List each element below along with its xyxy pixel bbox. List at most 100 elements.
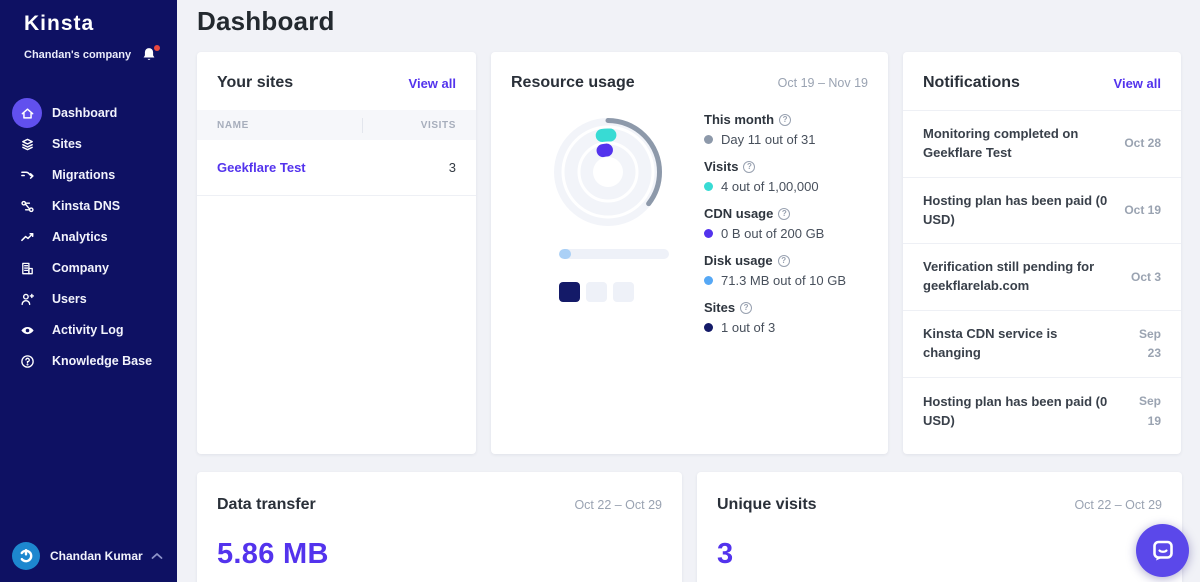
sidebar-item-company[interactable]: Company	[0, 253, 177, 283]
list-item[interactable]: Kinsta CDN service is changing Sep 23	[903, 310, 1181, 377]
legend-label: This month	[704, 112, 775, 127]
sidebar-item-sites[interactable]: Sites	[0, 129, 177, 159]
legend-label: Disk usage	[704, 253, 773, 268]
user-name: Chandan Kumar	[50, 549, 143, 563]
eye-icon	[12, 315, 42, 345]
cdn-usage-arc	[579, 143, 637, 201]
resource-usage-charts	[491, 112, 704, 347]
month-progress-arc	[554, 118, 662, 226]
sidebar-item-dashboard[interactable]: Dashboard	[0, 98, 177, 128]
help-icon[interactable]: ?	[743, 160, 756, 173]
unique-visits-card: Unique visits Oct 22 – Oct 29 3	[697, 472, 1182, 582]
top-cards-row: Your sites View all Name Visits Geekflar…	[197, 52, 1182, 454]
notification-date: Sep 23	[1138, 327, 1161, 361]
table-row[interactable]: Geekflare Test 3	[197, 140, 476, 196]
sidebar-item-label: Kinsta DNS	[52, 199, 121, 213]
legend-dot	[704, 323, 713, 332]
building-icon	[12, 253, 42, 283]
bell-badge	[154, 45, 160, 51]
site-square-free	[613, 282, 634, 302]
sidebar-item-migrations[interactable]: Migrations	[0, 160, 177, 190]
notifications-bell-icon[interactable]	[141, 45, 160, 64]
unique-visits-value: 3	[717, 538, 734, 570]
sidebar-item-label: Migrations	[52, 168, 116, 182]
resource-usage-date-range: Oct 19 – Nov 19	[777, 76, 868, 90]
help-icon[interactable]: ?	[779, 113, 792, 126]
chat-bubble-icon	[1152, 540, 1173, 560]
home-icon	[12, 98, 42, 128]
help-icon[interactable]: ?	[777, 254, 790, 267]
chevron-up-icon	[151, 547, 163, 565]
visits-arc	[564, 128, 652, 216]
user-plus-icon	[12, 284, 42, 314]
sidebar-item-knowledge-base[interactable]: Knowledge Base	[0, 346, 177, 376]
chat-widget-button[interactable]	[1136, 524, 1189, 577]
column-header-visits: Visits	[361, 117, 456, 133]
help-icon[interactable]: ?	[740, 301, 753, 314]
legend-item-visits: Visits ? 4 out of 1,00,000	[704, 159, 846, 194]
disk-usage-bar-fill	[559, 249, 571, 259]
main-content: Dashboard Your sites View all Name Visit…	[177, 0, 1200, 582]
notification-text: Monitoring completed on Geekflare Test	[923, 126, 1079, 160]
notification-date: Sep 19	[1138, 394, 1161, 428]
company-row: Chandan's company	[0, 36, 177, 64]
resource-usage-legend: This month ? Day 11 out of 31 Visits ?	[704, 112, 846, 347]
resource-usage-title: Resource usage	[511, 74, 635, 91]
site-name-link[interactable]: Geekflare Test	[217, 160, 306, 175]
data-transfer-value: 5.86 MB	[217, 538, 329, 570]
notification-text: Verification still pending for geekflare…	[923, 259, 1095, 294]
list-item[interactable]: Hosting plan has been paid (0 USD) Sep 1…	[903, 377, 1181, 444]
notification-text: Hosting plan has been paid (0 USD)	[923, 192, 1108, 227]
legend-dot	[704, 276, 713, 285]
unique-visits-date-range: Oct 22 – Oct 29	[1074, 498, 1162, 512]
your-sites-title: Your sites	[217, 74, 294, 91]
sites-usage-squares	[559, 282, 704, 302]
usage-donut-chart	[554, 118, 662, 226]
data-transfer-date-range: Oct 22 – Oct 29	[574, 498, 662, 512]
question-circle-icon	[12, 346, 42, 376]
layers-icon	[12, 129, 42, 159]
notification-date: Oct 28	[1124, 136, 1161, 151]
help-icon[interactable]: ?	[778, 207, 791, 220]
legend-dot	[704, 135, 713, 144]
your-sites-view-all-link[interactable]: View all	[408, 75, 456, 91]
notifications-title: Notifications	[923, 74, 1020, 91]
legend-item-this-month: This month ? Day 11 out of 31	[704, 112, 846, 147]
sidebar-item-label: Knowledge Base	[52, 354, 153, 368]
sidebar-item-label: Analytics	[52, 230, 108, 244]
notifications-card: Notifications View all Monitoring comple…	[903, 52, 1181, 454]
list-item[interactable]: Hosting plan has been paid (0 USD) Oct 1…	[903, 176, 1181, 244]
resource-usage-card: Resource usage Oct 19 – Nov 19	[491, 52, 888, 454]
bottom-cards-row: Data transfer Oct 22 – Oct 29 5.86 MB Un…	[197, 472, 1182, 582]
disk-usage-bar	[559, 249, 669, 259]
legend-label: Sites	[704, 300, 736, 315]
notification-text: Kinsta CDN service is changing	[923, 326, 1058, 361]
list-item[interactable]: Verification still pending for geekflare…	[903, 243, 1181, 310]
legend-value: 4 out of 1,00,000	[721, 179, 819, 194]
data-transfer-card: Data transfer Oct 22 – Oct 29 5.86 MB	[197, 472, 682, 582]
notification-date: Oct 3	[1130, 269, 1161, 284]
trending-up-icon	[12, 222, 42, 252]
sidebar-item-users[interactable]: Users	[0, 284, 177, 314]
sidebar-item-kinsta-dns[interactable]: Kinsta DNS	[0, 191, 177, 221]
sidebar-item-label: Users	[52, 292, 87, 306]
legend-value: 1 out of 3	[721, 320, 776, 335]
legend-item-disk-usage: Disk usage ? 71.3 MB out of 10 GB	[704, 253, 846, 288]
sidebar-item-label: Dashboard	[52, 106, 118, 120]
user-menu[interactable]: Chandan Kumar	[0, 530, 177, 582]
sidebar-item-label: Activity Log	[52, 323, 124, 337]
list-item[interactable]: Monitoring completed on Geekflare Test O…	[903, 110, 1181, 177]
kinsta-logo: Kinsta	[24, 12, 95, 35]
sidebar-item-label: Sites	[52, 137, 82, 151]
company-name: Chandan's company	[24, 49, 132, 61]
your-sites-card: Your sites View all Name Visits Geekflar…	[197, 52, 476, 454]
notification-text: Hosting plan has been paid (0 USD)	[923, 393, 1108, 428]
sidebar-item-analytics[interactable]: Analytics	[0, 222, 177, 252]
data-transfer-title: Data transfer	[217, 496, 316, 513]
legend-label: Visits	[704, 159, 739, 174]
page-title: Dashboard	[197, 6, 335, 36]
sidebar-item-activity-log[interactable]: Activity Log	[0, 315, 177, 345]
notifications-view-all-link[interactable]: View all	[1113, 75, 1161, 91]
sidebar-item-label: Company	[52, 261, 109, 275]
legend-dot	[704, 229, 713, 238]
